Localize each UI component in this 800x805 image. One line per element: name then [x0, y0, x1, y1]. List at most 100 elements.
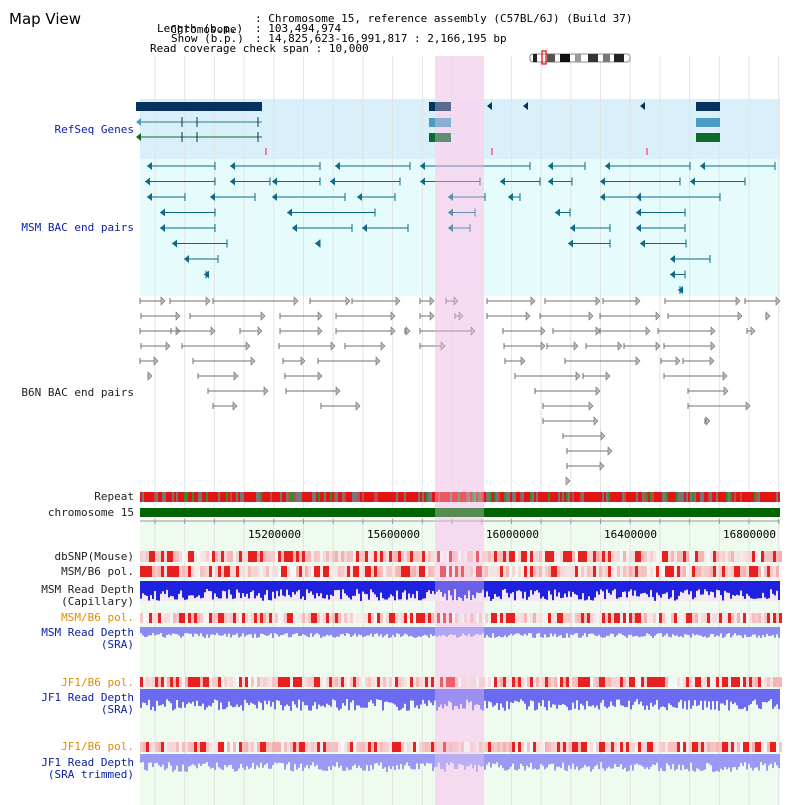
- msm-depth-sra: [720, 627, 722, 634]
- msm-pol-sra-density: [686, 613, 689, 623]
- msm-depth-capillary: [424, 581, 426, 599]
- dbsnp-density: [179, 551, 182, 562]
- jf1-depth-sra: [142, 689, 144, 703]
- track-label-jf1-pol[interactable]: JF1/B6 pol.: [61, 676, 134, 689]
- msm-pol-density: [224, 566, 227, 577]
- dbsnp-density: [182, 551, 185, 562]
- jf1-depth-trim: [140, 754, 142, 763]
- jf1-pol-density: [344, 677, 347, 687]
- msm-depth-sra: [452, 627, 454, 635]
- track-label-msm-pol-sra[interactable]: MSM/B6 pol.: [61, 611, 134, 624]
- jf1-depth-sra: [574, 689, 576, 709]
- jf1-pol-density: [338, 677, 341, 687]
- repeat-feature: [568, 492, 570, 502]
- msm-depth-sra: [728, 627, 730, 634]
- track-label-msm-pol[interactable]: MSM/B6 pol.: [61, 565, 134, 578]
- jf1-pol-trim-density: [164, 742, 167, 752]
- msm-depth-sra: [600, 627, 602, 638]
- jf1-depth-sra: [296, 689, 298, 708]
- repeat-feature: [342, 492, 344, 502]
- page-title: Map View: [9, 10, 82, 28]
- msm-pol-density: [347, 566, 350, 577]
- track-label-dbsnp[interactable]: dbSNP(Mouse): [54, 550, 134, 563]
- jf1-pol-trim-density: [227, 742, 230, 752]
- msm-depth-capillary: [674, 581, 676, 601]
- jf1-depth-trim: [216, 754, 218, 763]
- jf1-depth-sra: [236, 689, 238, 705]
- dbsnp-density: [194, 551, 197, 562]
- msm-pol-density: [308, 566, 311, 577]
- jf1-depth-trim: [776, 754, 778, 766]
- jf1-pol-density: [632, 677, 635, 687]
- msm-pol-sra-density: [332, 613, 335, 623]
- msm-depth-capillary: [466, 581, 468, 599]
- msm-depth-capillary: [390, 581, 392, 595]
- jf1-depth-sra: [660, 689, 662, 708]
- msm-depth-sra: [596, 627, 598, 637]
- repeat-feature: [714, 492, 716, 502]
- dbsnp-density: [509, 551, 512, 562]
- repeat-feature: [422, 492, 424, 502]
- msm-pol-sra-density: [302, 613, 305, 623]
- jf1-depth-trim: [328, 754, 330, 767]
- track-label-jf1-depth[interactable]: JF1 Read Depth: [41, 691, 134, 704]
- jf1-depth-sra: [738, 689, 740, 709]
- jf1-pol-density: [629, 677, 632, 687]
- repeat-feature: [246, 492, 248, 502]
- track-label-jf1-depth-trim[interactable]: JF1 Read Depth: [41, 756, 134, 769]
- track-label-refseq[interactable]: RefSeq Genes: [54, 123, 134, 136]
- track-label-msm-depth-sra[interactable]: MSM Read Depth: [41, 626, 134, 639]
- msm-pol-density: [284, 566, 287, 577]
- jf1-depth-sra: [284, 689, 286, 707]
- dbsnp-density: [569, 551, 572, 562]
- repeat-feature: [262, 492, 264, 502]
- jf1-pol-trim-density: [455, 742, 458, 752]
- jf1-pol-trim-density: [518, 742, 521, 752]
- jf1-depth-trim: [602, 754, 604, 769]
- jf1-pol-trim-density: [509, 742, 512, 752]
- repeat-feature: [484, 492, 486, 502]
- jf1-pol-trim-density: [560, 742, 563, 752]
- msm-depth-sra: [162, 627, 164, 637]
- track-label-msm-bac[interactable]: MSM BAC end pairs: [21, 221, 134, 234]
- msm-depth-sra: [534, 627, 536, 638]
- msm-depth-capillary: [310, 581, 312, 592]
- track-label-b6n-bac[interactable]: B6N BAC end pairs: [21, 386, 134, 399]
- jf1-pol-density: [152, 677, 155, 687]
- msm-depth-sra: [618, 627, 620, 634]
- msm-depth-capillary: [208, 581, 210, 591]
- dbsnp-density: [599, 551, 602, 562]
- msm-depth-sra: [286, 627, 288, 634]
- msm-pol-density: [263, 566, 266, 577]
- jf1-depth-trim: [532, 754, 534, 770]
- msm-bac-end: [448, 193, 453, 201]
- dbsnp-density: [626, 551, 629, 562]
- msm-pol-sra-density: [161, 613, 164, 623]
- jf1-pol-trim-density: [473, 742, 476, 752]
- track-label-jf1-pol-trim[interactable]: JF1/B6 pol.: [61, 740, 134, 753]
- track-label-msm-depth-cap[interactable]: MSM Read Depth: [41, 583, 134, 596]
- msm-depth-sra: [380, 627, 382, 635]
- jf1-pol-density: [461, 677, 464, 687]
- msm-pol-density: [431, 566, 434, 577]
- msm-pol-density: [662, 566, 665, 577]
- track-label-repeat[interactable]: Repeat: [94, 490, 134, 503]
- msm-depth-sra: [554, 627, 556, 634]
- jf1-depth-trim: [774, 754, 776, 763]
- repeat-feature: [514, 492, 516, 502]
- jf1-pol-density: [167, 677, 170, 687]
- dbsnp-density: [548, 551, 551, 562]
- repeat-feature: [674, 492, 676, 502]
- jf1-depth-sra: [316, 689, 318, 710]
- dbsnp-density: [353, 551, 356, 562]
- msm-bac-end: [292, 224, 297, 232]
- jf1-depth-sra: [568, 689, 570, 711]
- jf1-depth-sra: [662, 689, 664, 707]
- repeat-feature: [602, 492, 604, 502]
- jf1-depth-trim: [174, 754, 176, 770]
- msm-depth-sra: [310, 627, 312, 634]
- track-label-chromosome[interactable]: chromosome 15: [47, 506, 134, 519]
- dbsnp-density: [641, 551, 644, 562]
- jf1-depth-sra: [642, 689, 644, 706]
